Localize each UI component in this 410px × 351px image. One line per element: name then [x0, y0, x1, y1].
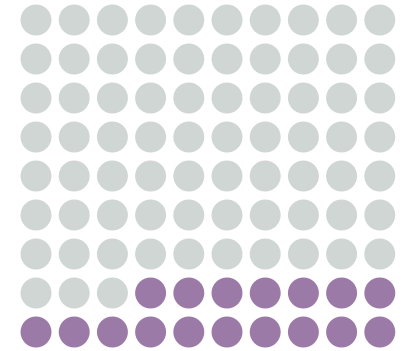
waffle-dot [287, 238, 319, 270]
waffle-dot [173, 43, 205, 75]
waffle-dot [20, 4, 52, 36]
waffle-dot [135, 4, 167, 36]
waffle-dot [249, 316, 281, 348]
waffle-dot [211, 199, 243, 231]
waffle-dot [96, 43, 128, 75]
waffle-dot [211, 121, 243, 153]
waffle-dot [96, 316, 128, 348]
waffle-dot [173, 160, 205, 192]
waffle-dot [58, 4, 90, 36]
waffle-dot [58, 160, 90, 192]
waffle-dot [135, 199, 167, 231]
waffle-dot [287, 82, 319, 114]
waffle-dot [249, 4, 281, 36]
waffle-dot [249, 121, 281, 153]
waffle-dot [249, 277, 281, 309]
waffle-dot [287, 4, 319, 36]
waffle-dot [58, 316, 90, 348]
waffle-dot [364, 160, 396, 192]
waffle-dot [96, 199, 128, 231]
waffle-dot [135, 43, 167, 75]
waffle-dot [96, 82, 128, 114]
waffle-dot [326, 316, 358, 348]
waffle-dot [211, 82, 243, 114]
waffle-dot [173, 82, 205, 114]
waffle-dot [326, 82, 358, 114]
waffle-dot [20, 316, 52, 348]
waffle-dot [58, 277, 90, 309]
waffle-dot [20, 160, 52, 192]
waffle-dot [173, 121, 205, 153]
waffle-dot [287, 277, 319, 309]
waffle-dot [58, 82, 90, 114]
waffle-dot [326, 160, 358, 192]
waffle-dot [364, 82, 396, 114]
waffle-dot [364, 199, 396, 231]
waffle-dot [20, 82, 52, 114]
waffle-dot [20, 238, 52, 270]
waffle-dot [249, 82, 281, 114]
waffle-dot [135, 238, 167, 270]
waffle-dot [364, 238, 396, 270]
waffle-dot [135, 316, 167, 348]
waffle-dot [326, 277, 358, 309]
waffle-dot [58, 121, 90, 153]
waffle-dot [96, 238, 128, 270]
waffle-dot [249, 43, 281, 75]
waffle-dot [211, 43, 243, 75]
waffle-dot [135, 82, 167, 114]
waffle-dot [326, 238, 358, 270]
waffle-dot [173, 199, 205, 231]
waffle-dot [287, 43, 319, 75]
waffle-dot [58, 43, 90, 75]
waffle-dot [364, 316, 396, 348]
waffle-dot [211, 238, 243, 270]
waffle-dot [20, 199, 52, 231]
waffle-dot [287, 316, 319, 348]
waffle-dot [326, 121, 358, 153]
waffle-dot [96, 160, 128, 192]
waffle-dot [135, 160, 167, 192]
waffle-dot [96, 121, 128, 153]
waffle-dot [364, 121, 396, 153]
waffle-dot [326, 4, 358, 36]
waffle-dot [173, 277, 205, 309]
waffle-dot [287, 121, 319, 153]
waffle-dot [211, 277, 243, 309]
waffle-dot [287, 199, 319, 231]
waffle-dot [326, 43, 358, 75]
waffle-dot [364, 4, 396, 36]
waffle-dot [211, 316, 243, 348]
waffle-dot [20, 277, 52, 309]
waffle-dot [20, 43, 52, 75]
waffle-dot [249, 199, 281, 231]
waffle-dot [173, 4, 205, 36]
waffle-dot [326, 199, 358, 231]
waffle-dot [364, 43, 396, 75]
waffle-dot [249, 238, 281, 270]
waffle-dot [173, 316, 205, 348]
waffle-dot [211, 4, 243, 36]
waffle-dot [58, 199, 90, 231]
waffle-dot [364, 277, 396, 309]
waffle-dot [58, 238, 90, 270]
waffle-dot [173, 238, 205, 270]
waffle-dot [249, 160, 281, 192]
waffle-dot [96, 277, 128, 309]
waffle-dot [287, 160, 319, 192]
waffle-dot [96, 4, 128, 36]
waffle-dot [211, 160, 243, 192]
waffle-dot [135, 277, 167, 309]
waffle-dot [20, 121, 52, 153]
waffle-dot [135, 121, 167, 153]
